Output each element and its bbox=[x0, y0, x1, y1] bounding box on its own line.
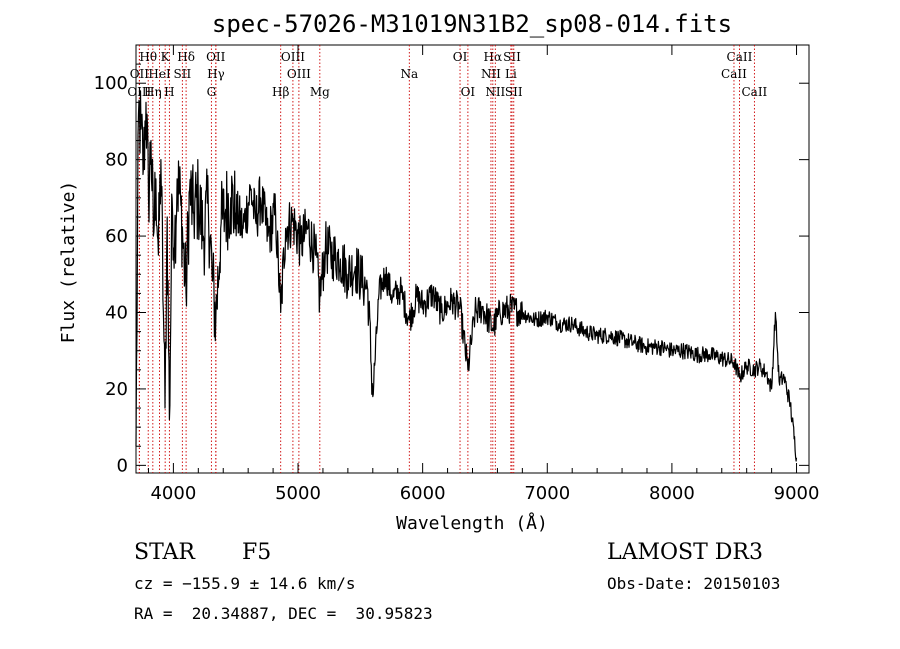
y-tick-label-1: 20 bbox=[105, 379, 128, 400]
chart-title: spec-57026-M31019N31B2_sp08-014.fits bbox=[212, 10, 732, 38]
marker-label-24: OI bbox=[461, 85, 476, 99]
marker-label-0: Hθ bbox=[139, 50, 157, 64]
marker-label-7: SII bbox=[503, 50, 521, 64]
marker-label-1: K bbox=[161, 50, 171, 64]
marker-label-13: OIII bbox=[287, 67, 311, 81]
plot-frame bbox=[135, 44, 810, 474]
marker-label-8: CaII bbox=[727, 50, 753, 64]
marker-label-20: H bbox=[164, 85, 174, 99]
x-tick-label-5: 9000 bbox=[774, 483, 820, 504]
x-tick-label-2: 6000 bbox=[400, 483, 446, 504]
series-line-flux bbox=[135, 90, 798, 462]
obs-date-text: Obs-Date: 20150103 bbox=[607, 574, 781, 593]
y-tick-label-3: 60 bbox=[105, 226, 128, 247]
y-tick-label-4: 80 bbox=[105, 150, 128, 171]
marker-label-10: HeI bbox=[148, 67, 171, 81]
marker-label-14: Na bbox=[400, 67, 418, 81]
marker-label-4: OIII bbox=[281, 50, 305, 64]
y-tick-label-2: 40 bbox=[105, 303, 128, 324]
object-class: STAR bbox=[134, 540, 195, 565]
marker-label-19: Hη bbox=[144, 85, 162, 99]
marker-label-6: Hα bbox=[484, 50, 503, 64]
marker-label-27: CaII bbox=[741, 85, 767, 99]
marker-label-16: Li bbox=[505, 67, 517, 81]
x-axis-label: Wavelength (Å) bbox=[396, 512, 548, 534]
object-subclass: F5 bbox=[242, 540, 272, 565]
marker-label-5: OI bbox=[453, 50, 468, 64]
x-tick-label-3: 7000 bbox=[524, 483, 570, 504]
survey-label: LAMOST DR3 bbox=[607, 540, 763, 565]
redshift-text: cz = −155.9 ± 14.6 km/s bbox=[134, 574, 356, 593]
y-tick-label-0: 0 bbox=[117, 455, 128, 476]
marker-label-23: Mg bbox=[310, 85, 330, 99]
marker-label-15: NII bbox=[481, 67, 501, 81]
x-tick-label-0: 4000 bbox=[150, 483, 196, 504]
marker-label-22: Hβ bbox=[272, 85, 289, 99]
axes: 4000 5000 6000 7000 8000 9000 0 20 40 60 80 100 bbox=[94, 45, 820, 504]
coordinates-text: RA = 20.34887, DEC = 30.95823 bbox=[134, 604, 433, 623]
marker-label-26: SII bbox=[505, 85, 523, 99]
y-axis-label: Flux (relative) bbox=[58, 181, 79, 344]
marker-label-18: OIII bbox=[127, 85, 151, 99]
marker-label-21: G bbox=[207, 85, 217, 99]
marker-label-17: CaII bbox=[721, 67, 747, 81]
marker-label-11: SII bbox=[174, 67, 192, 81]
marker-label-2: Hδ bbox=[177, 50, 195, 64]
y-tick-label-5: 100 bbox=[94, 73, 128, 94]
marker-label-25: NII bbox=[485, 85, 505, 99]
x-tick-label-1: 5000 bbox=[275, 483, 321, 504]
marker-label-12: Hγ bbox=[207, 67, 225, 81]
x-tick-label-4: 8000 bbox=[649, 483, 695, 504]
